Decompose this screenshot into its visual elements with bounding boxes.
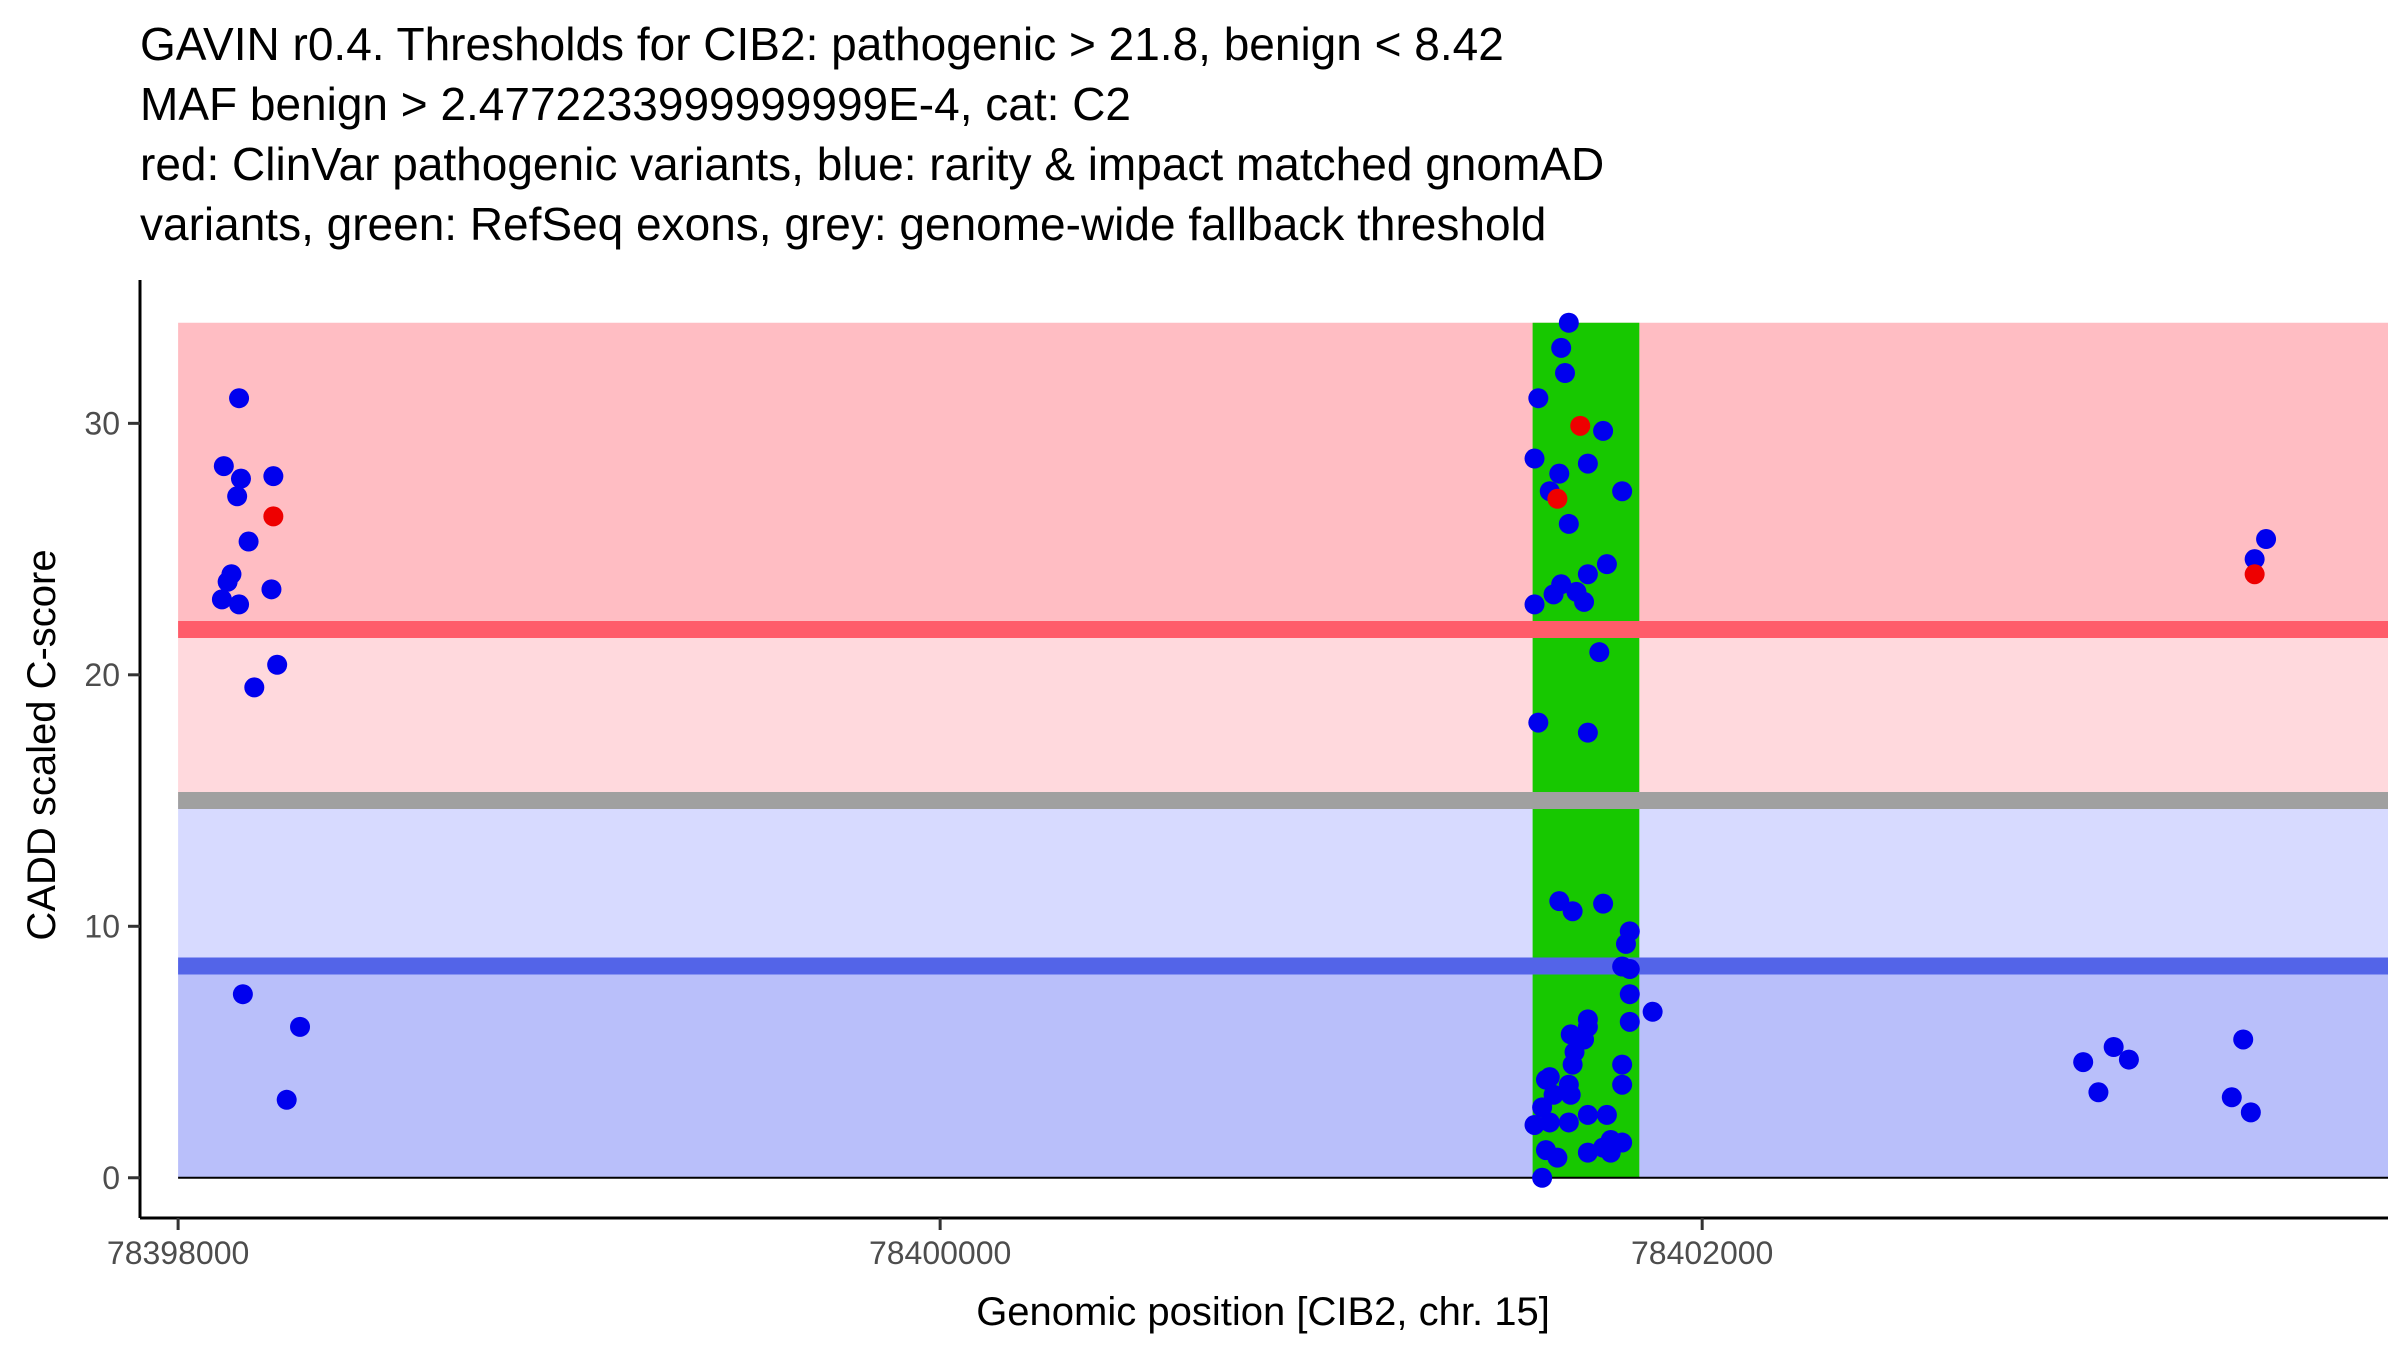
gnomad-point-15 <box>290 1016 311 1037</box>
x-tick-label-78402000: 78402000 <box>1631 1235 1773 1271</box>
gnomad-point-26 <box>1612 481 1633 502</box>
x-axis-label: Genomic position [CIB2, chr. 15] <box>976 1290 1550 1334</box>
gnomad-point-5 <box>227 486 248 507</box>
gnomad-point-44 <box>1619 959 1640 980</box>
gnomad-point-12 <box>267 654 288 675</box>
gnomad-point-69 <box>1577 1142 1598 1163</box>
gnomad-point-9 <box>261 579 282 600</box>
y-tick-label-20: 20 <box>84 657 120 693</box>
clinvar-point-2 <box>1570 415 1591 436</box>
threshold-zones <box>178 322 2388 1178</box>
gnomad-point-65 <box>1596 1104 1617 1125</box>
gnomad-point-82 <box>2244 549 2265 570</box>
gnomad-point-20 <box>1528 388 1549 409</box>
gnomad-point-13 <box>244 677 265 698</box>
gnomad-point-32 <box>1543 584 1564 605</box>
gnomad-point-46 <box>1642 1001 1663 1022</box>
gnomad-point-72 <box>1547 1147 1568 1168</box>
x-tick-label-78398000: 78398000 <box>107 1235 249 1271</box>
gnomad-point-10 <box>211 589 232 610</box>
gnomad-point-2 <box>213 456 234 477</box>
gnomad-point-42 <box>1615 933 1636 954</box>
gnomad-point-34 <box>1574 591 1595 612</box>
gnomad-point-81 <box>2240 1102 2261 1123</box>
gnomad-point-40 <box>1593 893 1614 914</box>
gnomad-point-53 <box>1562 1054 1583 1075</box>
gnomad-point-3 <box>230 468 251 489</box>
benign-zone <box>178 966 2388 1178</box>
gnomad-point-45 <box>1619 984 1640 1005</box>
gnomad-point-76 <box>2103 1036 2124 1057</box>
variant-points <box>211 312 2277 1188</box>
clinvar-point-3 <box>1547 488 1568 509</box>
gnomad-point-35 <box>1589 642 1610 663</box>
gnomad-point-48 <box>1619 1011 1640 1032</box>
title-line-4: variants, green: RefSeq exons, grey: gen… <box>140 198 1546 250</box>
gnomad-point-83 <box>2256 529 2277 550</box>
exon-regions <box>1532 322 1640 1178</box>
gnomad-point-11 <box>229 594 250 615</box>
threshold-lines <box>178 621 2388 1179</box>
gnomad-point-23 <box>1577 453 1598 474</box>
y-tick-label-10: 10 <box>84 908 120 944</box>
gnomad-point-17 <box>1558 312 1579 333</box>
gnomad-point-8 <box>217 571 238 592</box>
gnomad-point-75 <box>2073 1052 2094 1073</box>
gnomad-point-24 <box>1549 463 1570 484</box>
gnomad-point-73 <box>1600 1142 1621 1163</box>
y-tick-label-30: 30 <box>84 405 120 441</box>
gnomad-point-19 <box>1555 363 1576 384</box>
gnomad-point-6 <box>238 531 259 552</box>
gnomad-point-54 <box>1612 1054 1633 1075</box>
title-line-2: MAF benign > 2.4772233999999999E-4, cat:… <box>140 78 1131 130</box>
gnomad-point-63 <box>1539 1112 1560 1133</box>
clinvar-point-1 <box>263 506 284 527</box>
gnomad-point-39 <box>1562 901 1583 922</box>
x-tick-label-78400000: 78400000 <box>869 1235 1011 1271</box>
gnomad-point-80 <box>2221 1087 2242 1108</box>
gnomad-point-27 <box>1558 513 1579 534</box>
pathogenic-zone <box>178 322 2388 630</box>
chart-title: GAVIN r0.4. Thresholds for CIB2: pathoge… <box>140 18 1604 250</box>
clinvar-point-4 <box>2244 564 2265 585</box>
gnomad-point-59 <box>1539 1067 1560 1088</box>
gnomad-point-64 <box>1577 1104 1598 1125</box>
gnomad-point-33 <box>1524 594 1545 615</box>
gnomad-point-37 <box>1577 722 1598 743</box>
gnomad-point-4 <box>263 466 284 487</box>
gnomad-point-22 <box>1524 448 1545 469</box>
gnomad-point-16 <box>276 1089 297 1110</box>
title-line-1: GAVIN r0.4. Thresholds for CIB2: pathoge… <box>140 18 1504 70</box>
gnomad-point-62 <box>1524 1114 1545 1135</box>
axes: 0 10 20 30 78398000 78400000 78402000 <box>84 280 2388 1271</box>
y-tick-label-0: 0 <box>102 1160 120 1196</box>
gnomad-point-28 <box>1596 554 1617 575</box>
gnomad-point-74 <box>1532 1167 1553 1188</box>
gnomad-point-78 <box>2088 1082 2109 1103</box>
gnomad-point-29 <box>1577 564 1598 585</box>
gnomad-point-21 <box>1593 420 1614 441</box>
gnomad-point-56 <box>1612 1074 1633 1095</box>
gnomad-point-66 <box>1558 1112 1579 1133</box>
exon-region-1 <box>1532 322 1640 1178</box>
gnomad-point-61 <box>1532 1097 1553 1118</box>
gnomad-point-36 <box>1528 712 1549 733</box>
y-axis-label: CADD scaled C-score <box>20 549 64 940</box>
gnomad-point-77 <box>2118 1049 2139 1070</box>
intermediate-benign-zone <box>178 800 2388 967</box>
intermediate-pathogenic-zone <box>178 629 2388 801</box>
gnomad-point-14 <box>232 984 253 1005</box>
gnomad-point-1 <box>229 388 250 409</box>
title-line-3: red: ClinVar pathogenic variants, blue: … <box>140 138 1604 190</box>
gnomad-point-79 <box>2233 1029 2254 1050</box>
gnomad-point-18 <box>1551 337 1572 358</box>
gnomad-point-57 <box>1560 1084 1581 1105</box>
